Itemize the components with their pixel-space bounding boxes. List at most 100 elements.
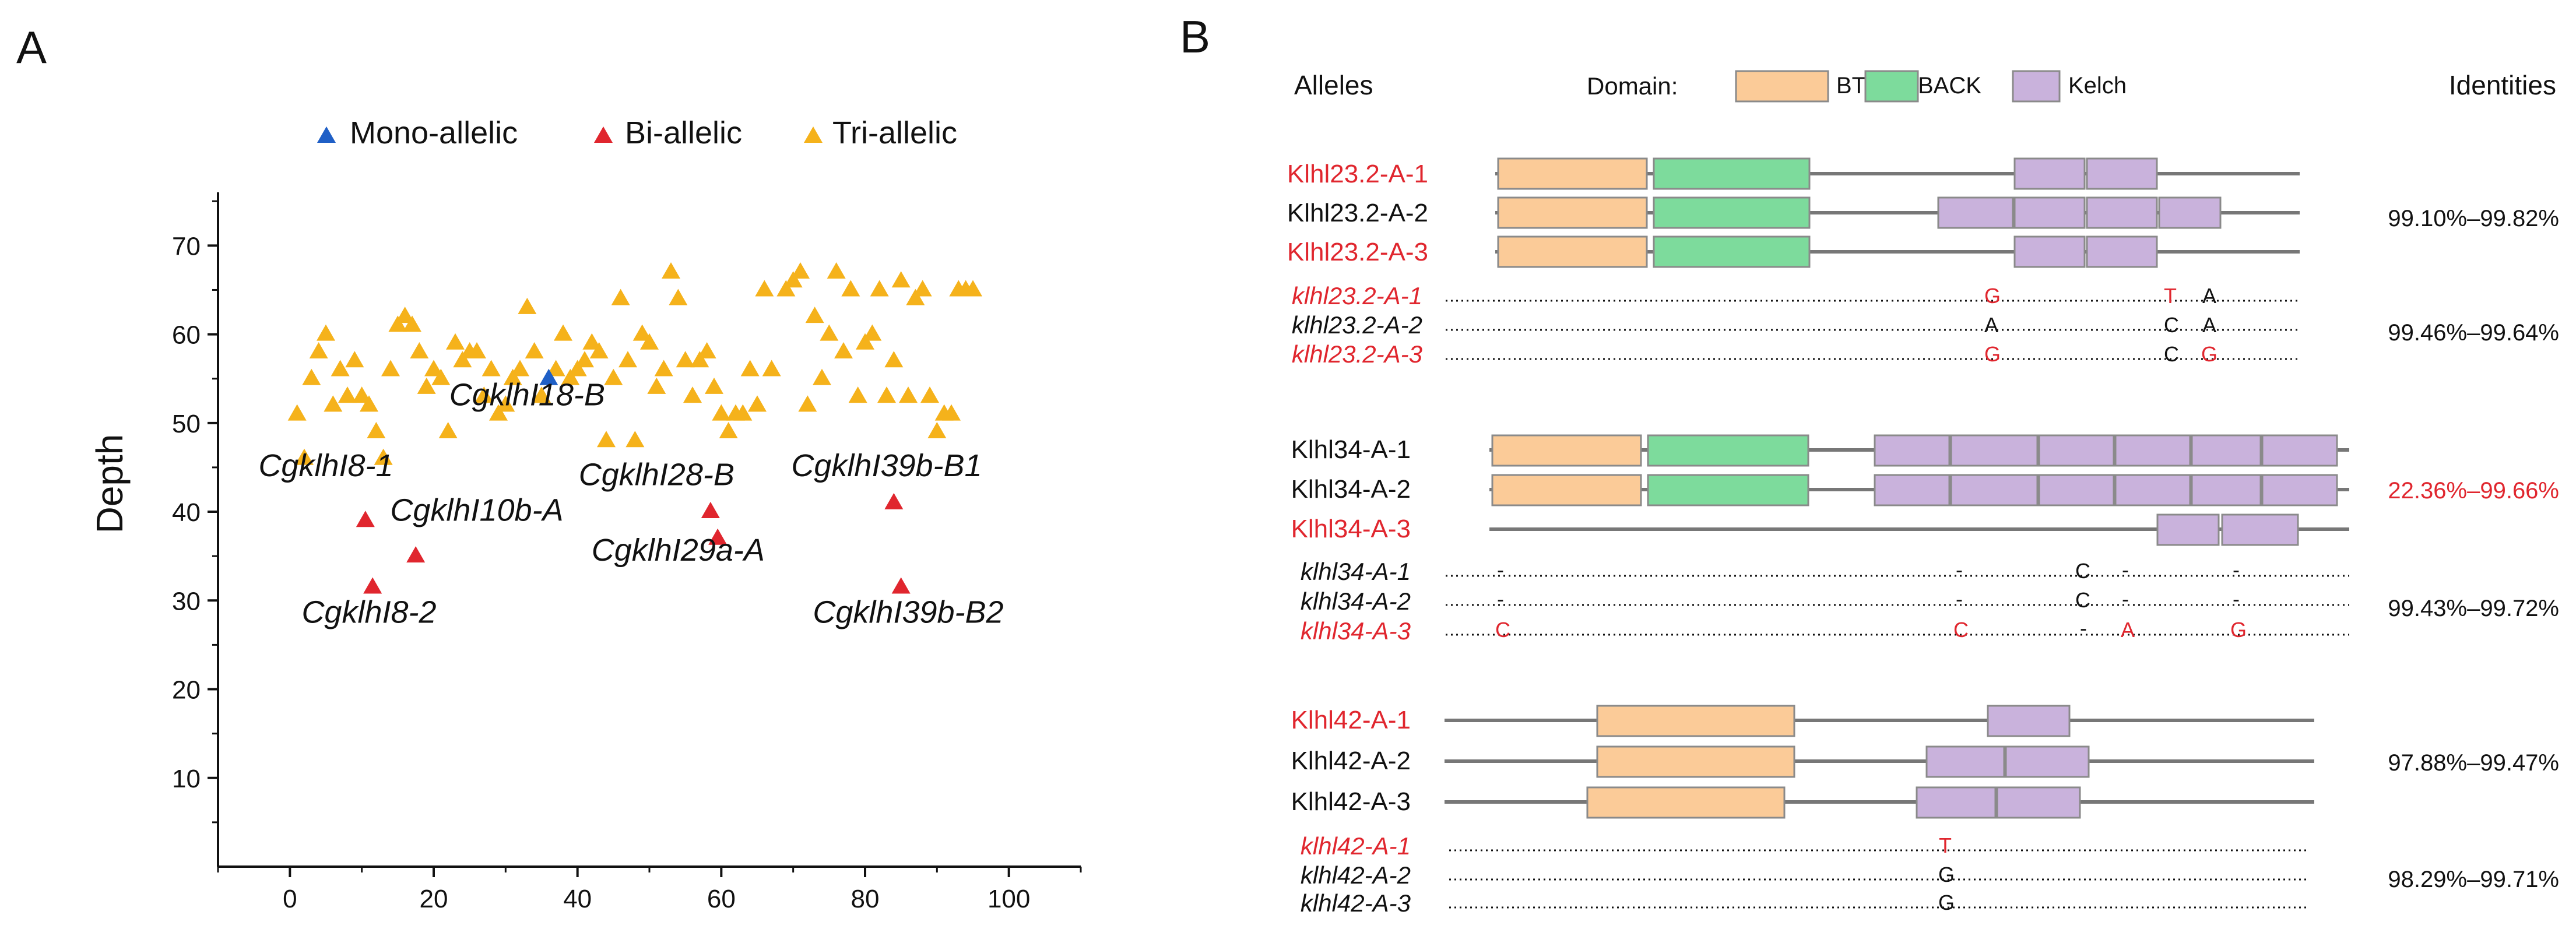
legend-mono-marker xyxy=(317,126,336,143)
tri-allelic-point xyxy=(503,368,522,385)
gene-row: klhl23.2-A-1 G T A xyxy=(1292,282,2300,309)
protein-name: Klhl42-A-1 xyxy=(1291,706,1411,734)
tri-allelic-point xyxy=(611,288,630,305)
protein-name: Klhl42-A-3 xyxy=(1291,787,1411,816)
variant-mark: - xyxy=(1497,558,1504,582)
tri-allelic-point xyxy=(927,422,947,439)
variant-mark: T xyxy=(2164,284,2177,308)
kelch-domain xyxy=(2013,235,2086,268)
tri-allelic-point xyxy=(669,288,688,305)
gene-name: klhl23.2-A-2 xyxy=(1292,311,1422,339)
kelch-domain xyxy=(2156,513,2220,546)
tri-allelic-point xyxy=(783,271,803,288)
tri-allelic-point xyxy=(589,342,609,359)
tri-allelic-point xyxy=(575,351,594,368)
variant-mark: C xyxy=(2075,559,2090,583)
back-domain xyxy=(1647,474,1809,506)
variant-mark: C xyxy=(2164,342,2179,366)
tri-allelic-point xyxy=(417,377,436,394)
variant-mark: - xyxy=(2233,558,2240,582)
btb-domain xyxy=(1596,745,1795,778)
variant-mark: G xyxy=(1984,284,2001,308)
scatter-points xyxy=(287,262,982,594)
kelch-domain xyxy=(2191,434,2262,467)
tri-allelic-point xyxy=(906,288,925,305)
bi-allelic-point xyxy=(708,528,728,545)
y-tick-label: 40 xyxy=(172,498,201,527)
kelch-domain xyxy=(1950,474,2039,506)
kelch-domain xyxy=(2221,513,2299,546)
tri-allelic-point xyxy=(820,324,839,341)
x-ticks: 0 20 40 60 80 100 xyxy=(217,867,1082,913)
bi-allelic-point xyxy=(363,577,382,594)
gene-row: klhl42-A-1 T xyxy=(1301,832,2308,860)
tri-allelic-point xyxy=(683,386,702,403)
tri-allelic-point xyxy=(891,271,911,288)
gene-row: klhl23.2-A-2 A C A xyxy=(1292,311,2300,339)
tri-allelic-point xyxy=(597,431,616,448)
variant-mark: G xyxy=(1984,342,2001,366)
protein-name: Klhl23.2-A-1 xyxy=(1287,160,1428,188)
tri-allelic-point xyxy=(625,431,645,448)
point-annotation: CgklhI8-2 xyxy=(301,594,436,629)
tri-allelic-point xyxy=(798,395,817,412)
tri-allelic-point xyxy=(388,315,407,332)
y-tick-label: 30 xyxy=(172,587,201,615)
protein-row: Klhl42-A-3 xyxy=(1291,786,2314,819)
panel-a: A Mono-allelic Bi-allelic Tri-allelic 10… xyxy=(16,22,1082,913)
bi-allelic-point xyxy=(406,546,426,563)
gene-row: klhl23.2-A-3 G C G xyxy=(1292,340,2300,368)
variant-mark: C xyxy=(2164,313,2179,337)
tri-allelic-point xyxy=(381,360,400,377)
protein-row: Klhl23.2-A-1 xyxy=(1287,157,2300,190)
variant-mark: - xyxy=(2122,558,2129,582)
group-klhl42: Klhl42-A-1 Klhl42-A-2 Klhl42-A-3 97.88%–… xyxy=(1291,705,2559,917)
kelch-domain xyxy=(2013,196,2086,229)
tri-allelic-point xyxy=(345,351,364,368)
tri-allelic-point xyxy=(877,386,896,403)
tri-allelic-point xyxy=(813,368,831,385)
tri-allelic-point xyxy=(568,360,587,377)
tri-allelic-point xyxy=(913,280,932,297)
kelch-domain xyxy=(1937,196,2014,229)
y-tick-label: 60 xyxy=(172,321,201,350)
tri-allelic-point xyxy=(632,324,652,341)
btb-domain xyxy=(1596,705,1795,737)
back-domain xyxy=(1653,157,1811,190)
y-tick-label: 20 xyxy=(172,676,201,705)
tri-allelic-point xyxy=(367,422,386,439)
legend-btb-swatch xyxy=(1735,70,1829,103)
tri-allelic-point xyxy=(884,351,904,368)
scatter-axes: 10 20 30 40 50 60 70 0 20 40 60 80 100 Depth xyxy=(89,192,1082,913)
gene-row: klhl42-A-3 G xyxy=(1301,889,2308,917)
tri-allelic-point xyxy=(762,360,781,377)
tri-allelic-point xyxy=(403,315,421,332)
tri-allelic-point xyxy=(942,404,961,421)
tri-allelic-point xyxy=(920,386,939,403)
variant-mark: - xyxy=(1956,558,1963,582)
point-annotation: CgklhI39b-B1 xyxy=(791,448,982,483)
tri-allelic-point xyxy=(374,448,393,465)
gene-row: klhl34-A-2 - - C - - xyxy=(1301,587,2349,615)
tri-allelic-point xyxy=(755,280,774,297)
identities-header: Identities xyxy=(2449,70,2556,100)
btb-domain xyxy=(1491,474,1642,506)
tri-allelic-point xyxy=(848,386,867,403)
alleles-header: Alleles xyxy=(1294,70,1373,100)
gene-name: klhl42-A-3 xyxy=(1301,889,1411,917)
x-tick-label: 0 xyxy=(283,885,297,913)
tri-allelic-point xyxy=(647,377,666,394)
x-tick-label: 80 xyxy=(851,885,880,913)
scatter-annotations: CgklhI8-1 CgklhI8-2 CgklhI10b-A CgklhI18-B C… xyxy=(258,377,1003,629)
kelch-domain xyxy=(2114,434,2191,467)
variant-mark: - xyxy=(1497,587,1504,611)
variant-mark: - xyxy=(2122,587,2129,611)
tri-allelic-point xyxy=(309,342,328,359)
panel-b: B Alleles Domain: BTB BACK Kelch Identit… xyxy=(1180,11,2559,917)
y-ticks: 10 20 30 40 50 60 70 xyxy=(172,200,218,824)
kelch-domain xyxy=(1987,705,2071,737)
tri-allelic-point xyxy=(424,360,443,377)
protein-row: Klhl34-A-3 xyxy=(1291,513,2349,546)
kelch-domain xyxy=(1874,434,1951,467)
tri-allelic-point xyxy=(841,280,860,297)
